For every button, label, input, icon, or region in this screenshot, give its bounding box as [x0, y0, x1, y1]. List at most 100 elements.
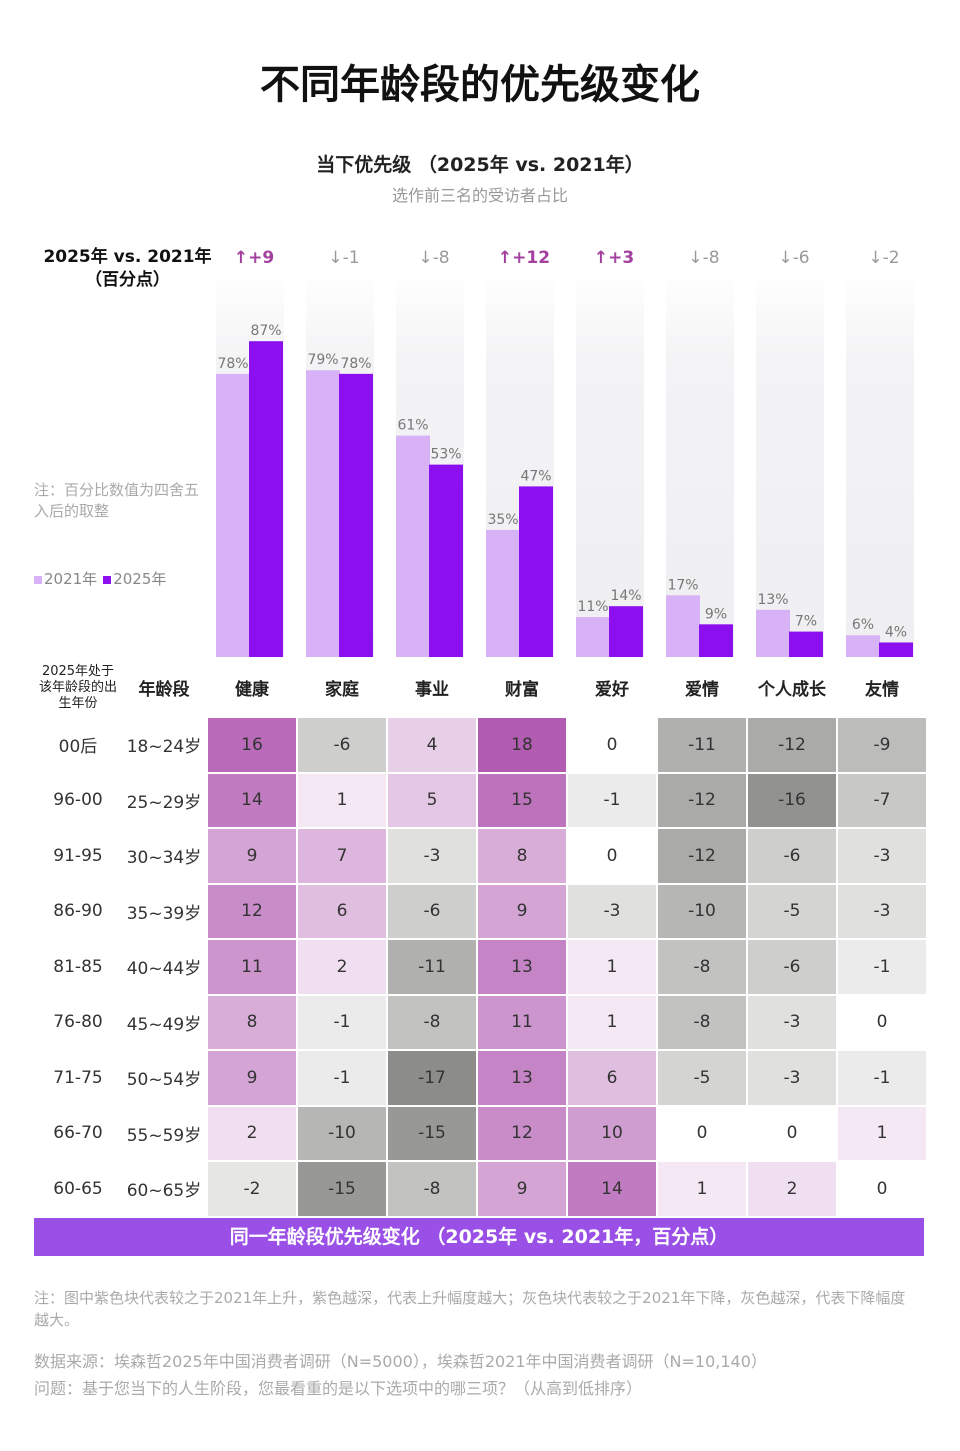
heat-cell: -8: [386, 1160, 478, 1218]
heat-cell: 16: [206, 716, 298, 774]
bar-2021年: [846, 635, 880, 657]
bar-value-label: 14%: [610, 588, 641, 604]
heat-cell: -11: [656, 716, 748, 774]
bar-2025年: [429, 464, 463, 657]
column-header: 年龄段: [120, 657, 208, 718]
bar-2021年: [576, 617, 610, 657]
bar-2025年: [699, 624, 733, 657]
heat-cell: -12: [656, 827, 748, 885]
heat-cell: 2: [206, 1104, 298, 1162]
column-header: 友情: [836, 657, 928, 718]
heat-cell: -6: [296, 716, 388, 774]
bar-value-label: 9%: [705, 606, 727, 622]
column-header: 健康: [206, 657, 298, 718]
heat-cell: 8: [206, 993, 298, 1051]
heat-cell: -15: [296, 1160, 388, 1218]
age-range: 50~54岁: [120, 1049, 208, 1107]
bar-value-label: 11%: [577, 599, 608, 615]
heat-cell: -2: [206, 1160, 298, 1218]
legend: 2021年 2025年: [34, 568, 166, 589]
delta-header: 2025年 vs. 2021年 （百分点）: [40, 246, 215, 292]
heat-cell: -6: [746, 938, 838, 996]
legend-2021: 2021年: [34, 568, 97, 589]
delta-label: ↑+12: [498, 248, 550, 268]
bar-value-label: 47%: [520, 468, 551, 484]
heat-cell: -17: [386, 1049, 478, 1107]
heat-cell: -1: [836, 938, 928, 996]
delta-header-line2: （百分点）: [85, 270, 170, 290]
legend-swatch-2025: [103, 575, 112, 584]
heat-cell: 11: [206, 938, 298, 996]
table-row: 86-90 35~39岁 12 6 -6 9 -3 -10 -5 -3: [34, 882, 928, 940]
heatmap-table: 2025年处于该年龄段的出生年份 年龄段 健康 家庭 事业 财富 爱好 爱情 个人成长 友情 00…: [34, 657, 928, 1218]
heat-cell: -5: [656, 1049, 748, 1107]
heat-cell: -7: [836, 771, 928, 829]
age-range: 40~44岁: [120, 938, 208, 996]
bar-value-label: 17%: [667, 577, 698, 593]
heat-cell: -10: [656, 882, 748, 940]
heat-cell: 5: [386, 771, 478, 829]
birth-years: 00后: [34, 716, 122, 774]
delta-label: ↓-6: [778, 248, 809, 268]
table-header-row: 2025年处于该年龄段的出生年份 年龄段 健康 家庭 事业 财富 爱好 爱情 个人成长 友情: [34, 657, 928, 718]
column-background: [666, 270, 734, 657]
column-header: 爱情: [656, 657, 748, 718]
heat-cell: -3: [836, 827, 928, 885]
heat-cell: 6: [566, 1049, 658, 1107]
heat-cell: -11: [386, 938, 478, 996]
bar-2021年: [756, 609, 790, 657]
heat-cell: -3: [746, 1049, 838, 1107]
column-header: 家庭: [296, 657, 388, 718]
bar-value-label: 6%: [852, 617, 874, 633]
chart-description: 选作前三名的受访者占比: [391, 186, 568, 205]
table-row: 66-70 55~59岁 2 -10 -15 12 10 0 0 1: [34, 1104, 928, 1162]
heat-cell: -3: [566, 882, 658, 940]
delta-label: ↓-2: [868, 248, 899, 268]
column-header: 事业: [386, 657, 478, 718]
column-header: 个人成长: [746, 657, 838, 718]
heat-cell: 11: [476, 993, 568, 1051]
delta-label: ↑+3: [594, 248, 634, 268]
table-row: 71-75 50~54岁 9 -1 -17 13 6 -5 -3 -1: [34, 1049, 928, 1107]
age-range: 35~39岁: [120, 882, 208, 940]
heat-cell: 1: [836, 1104, 928, 1162]
data-source: 数据来源：埃森哲2025年中国消费者调研（N=5000），埃森哲2021年中国消…: [34, 1352, 767, 1371]
heat-cell: 0: [566, 827, 658, 885]
age-range: 18~24岁: [120, 716, 208, 774]
heat-cell: 2: [296, 938, 388, 996]
heat-cell: -16: [746, 771, 838, 829]
birth-years: 96-00: [34, 771, 122, 829]
rounding-note: 注：百分比数值为四舍五入后的取整: [34, 481, 200, 520]
birth-years: 71-75: [34, 1049, 122, 1107]
heat-cell: 1: [566, 993, 658, 1051]
legend-swatch-2021: [34, 575, 42, 584]
heat-cell: 0: [746, 1104, 838, 1162]
heat-cell: -1: [836, 1049, 928, 1107]
heat-cell: -3: [746, 993, 838, 1051]
heat-cell: 10: [566, 1104, 658, 1162]
heat-cell: -12: [656, 771, 748, 829]
column-background: [576, 270, 644, 657]
table-row: 96-00 25~29岁 14 1 5 15 -1 -12 -16 -7: [34, 771, 928, 829]
bar-2025年: [879, 642, 913, 657]
heat-cell: 18: [476, 716, 568, 774]
heat-cell: 0: [836, 993, 928, 1051]
bar-2025年: [789, 631, 823, 657]
bar-value-label: 13%: [757, 592, 788, 608]
bar-value-label: 35%: [487, 512, 518, 528]
heat-cell: -3: [386, 827, 478, 885]
heat-cell: 1: [656, 1160, 748, 1218]
table-row: 91-95 30~34岁 9 7 -3 8 0 -12 -6 -3: [34, 827, 928, 885]
heat-cell: 0: [836, 1160, 928, 1218]
table-row: 00后 18~24岁 16 -6 4 18 0 -11 -12 -9: [34, 716, 928, 774]
column-header: 2025年处于该年龄段的出生年份: [34, 657, 122, 718]
bar-2021年: [216, 373, 250, 657]
heat-cell: 2: [746, 1160, 838, 1218]
heat-cell: 8: [476, 827, 568, 885]
birth-years: 60-65: [34, 1160, 122, 1218]
survey-question: 问题：基于您当下的人生阶段，您最看重的是以下选项中的哪三项？（从高到低排序）: [34, 1379, 643, 1398]
bar-value-label: 61%: [397, 418, 428, 434]
bar-value-label: 4%: [885, 624, 907, 640]
table-row: 81-85 40~44岁 11 2 -11 13 1 -8 -6 -1: [34, 938, 928, 996]
heat-cell: 9: [476, 1160, 568, 1218]
